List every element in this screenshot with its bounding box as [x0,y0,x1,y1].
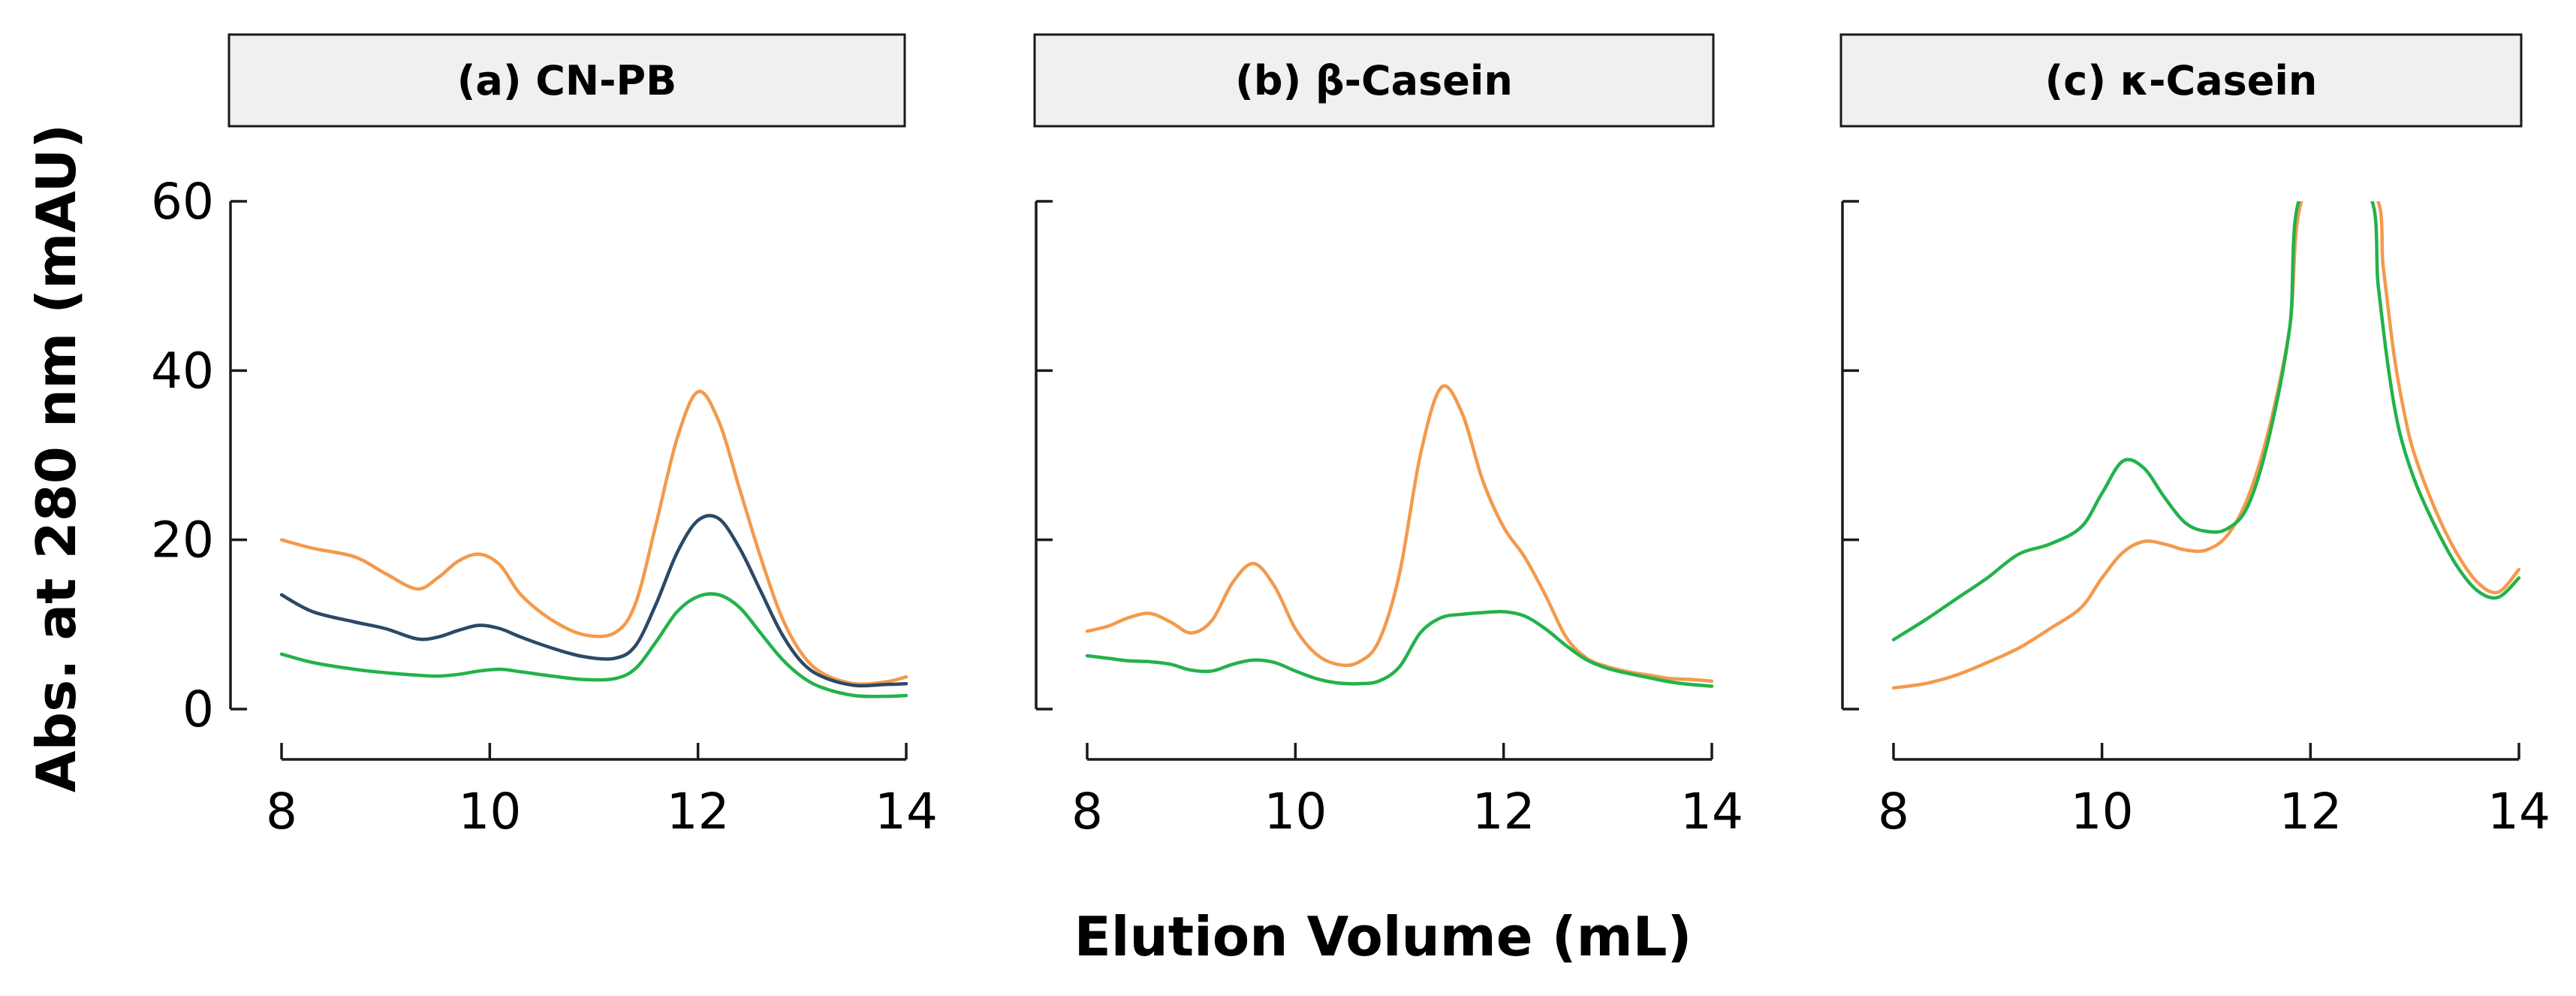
x-tick-label: 10 [458,783,521,841]
y-tick-label: 40 [151,342,214,400]
x-axis-title: Elution Volume (mL) [1074,905,1692,968]
series-line-blue [279,514,908,688]
series-group [1085,384,1714,688]
y-tick-label: 60 [151,173,214,231]
panel-1: (a) CN-PB 0 20 40 60 8 10 12 14 [151,33,938,841]
x-tick-label: 14 [1680,783,1743,841]
panel-strip [1033,33,1715,128]
y-tick-label: 0 [182,681,214,738]
panel-3: (c) κ-Casein 8 10 12 14 [1839,33,2550,841]
x-tick-label: 10 [1264,783,1327,841]
chart-panels: (a) CN-PB 0 20 40 60 8 10 12 14 (b) β-Casein 8 10 12… [151,33,2550,841]
panel-strip [227,33,906,128]
x-tick-label: 8 [266,783,297,841]
x-tick-label: 12 [1472,783,1535,841]
series-line-orange [1085,384,1714,684]
panel-title: (a) CN-PB [457,57,677,104]
series-line-green [1891,201,2521,641]
x-tick-label: 8 [1071,783,1103,841]
panel-title: (c) κ-Casein [2045,57,2318,104]
y-axis-title: Abs. at 280 nm (mAU) [25,124,88,792]
panel-title: (b) β-Casein [1235,57,1513,104]
panel-strip [1839,33,2523,128]
series-line-orange [1891,201,2521,690]
x-tick-label: 12 [667,783,730,841]
series-line-orange [279,389,908,687]
y-tick-label: 20 [151,512,214,569]
x-tick-label: 14 [875,783,938,841]
x-tick-label: 12 [2279,783,2342,841]
series-line-green [279,592,908,699]
series-line-green [1085,609,1714,688]
x-tick-label: 8 [1878,783,1909,841]
panel-2: (b) β-Casein 8 10 12 14 [1033,33,1743,841]
series-group [1891,201,2521,690]
x-tick-label: 10 [2071,783,2134,841]
x-tick-label: 14 [2487,783,2550,841]
series-group [279,389,908,699]
